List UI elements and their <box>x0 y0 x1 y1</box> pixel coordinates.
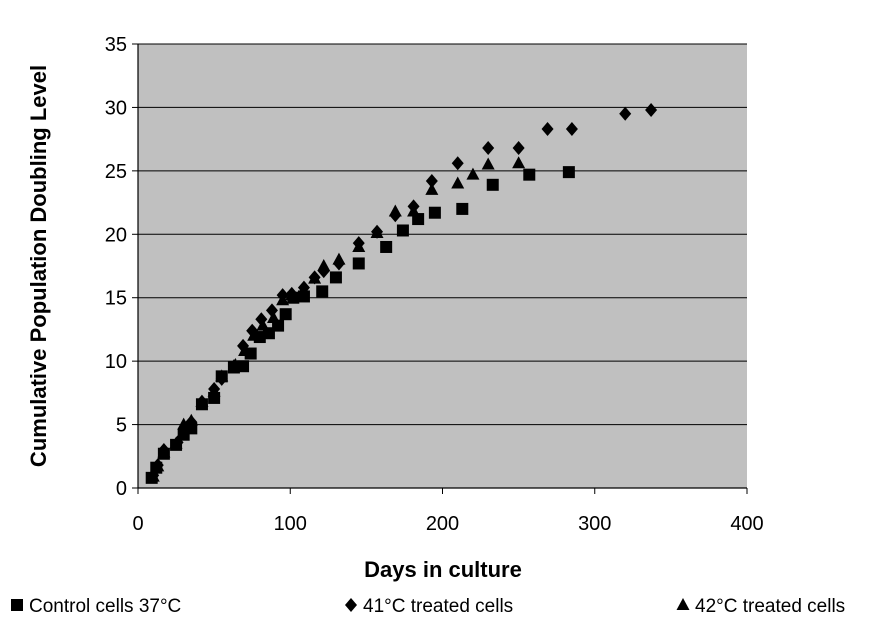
y-tick-labels: 0 5 10 15 20 25 30 35 <box>105 34 127 500</box>
data-point-triangle <box>238 343 252 356</box>
y-axis-title: Cumulative Population Doubling Level <box>26 65 51 467</box>
y-tick-label: 30 <box>105 97 127 119</box>
y-tick-label: 5 <box>116 415 127 437</box>
x-tick-labels: 0 100 200 300 400 <box>132 513 763 535</box>
data-point-diamond <box>565 121 578 136</box>
data-point-triangle <box>267 311 281 324</box>
y-tick-label: 20 <box>105 224 127 246</box>
data-point-square <box>253 331 266 344</box>
data-point-square <box>329 271 342 284</box>
x-tick-label: 200 <box>426 513 459 535</box>
data-point-square <box>352 257 365 270</box>
data-point-triangle <box>157 445 171 458</box>
axes <box>132 43 748 494</box>
data-point-triangle <box>407 204 421 217</box>
legend-marker-triangle <box>676 598 690 610</box>
data-point-square <box>456 202 469 215</box>
y-tick-label: 35 <box>105 34 127 56</box>
legend-label: 41°C treated cells <box>363 596 513 617</box>
legend: Control cells 37°C 41°C treated cells 42°C… <box>11 596 845 617</box>
x-tick-label: 100 <box>274 513 307 535</box>
legend-marker-square <box>11 599 23 611</box>
data-point-triangle <box>332 252 346 265</box>
series-triangle <box>146 156 526 482</box>
y-tick-label: 15 <box>105 288 127 310</box>
x-tick-label: 300 <box>578 513 611 535</box>
data-point-triangle <box>207 384 221 397</box>
data-points <box>145 102 658 484</box>
data-point-triangle <box>317 259 331 271</box>
data-point-diamond <box>619 106 632 121</box>
data-point-triangle <box>466 167 480 180</box>
plot-area <box>138 44 747 488</box>
data-point-square <box>396 224 409 237</box>
data-point-square <box>523 168 536 181</box>
data-point-diamond <box>645 102 658 117</box>
data-point-triangle <box>308 271 322 284</box>
data-point-triangle <box>256 318 270 331</box>
data-point-triangle <box>228 357 242 370</box>
data-point-triangle <box>451 176 465 189</box>
data-point-triangle <box>177 417 191 430</box>
data-point-square <box>316 285 329 298</box>
data-point-triangle <box>169 436 183 449</box>
data-point-triangle <box>370 226 384 239</box>
data-point-diamond <box>425 174 438 189</box>
data-point-square <box>562 166 575 179</box>
data-point-square <box>380 240 393 253</box>
data-point-triangle <box>247 328 261 341</box>
data-point-triangle <box>195 394 209 407</box>
data-point-square <box>279 308 292 321</box>
data-point-triangle <box>352 239 366 252</box>
data-point-triangle <box>276 293 290 306</box>
data-point-triangle <box>388 204 402 217</box>
y-tick-label: 25 <box>105 161 127 183</box>
data-point-diamond <box>482 141 495 156</box>
data-point-diamond <box>451 156 464 171</box>
legend-item: 42°C treated cells <box>676 596 845 617</box>
data-point-triangle <box>425 182 439 195</box>
legend-item: 41°C treated cells <box>345 596 513 617</box>
data-point-square <box>244 347 257 360</box>
data-point-triangle <box>295 285 309 298</box>
data-point-square <box>486 178 499 191</box>
x-axis-title: Days in culture <box>364 557 522 582</box>
data-point-triangle <box>215 369 229 382</box>
x-tick-label: 400 <box>730 513 763 535</box>
legend-label: 42°C treated cells <box>695 596 845 617</box>
legend-marker-diamond <box>345 598 357 612</box>
legend-label: Control cells 37°C <box>29 596 181 617</box>
data-point-diamond <box>541 121 554 136</box>
data-point-square <box>428 206 441 219</box>
legend-item: Control cells 37°C <box>11 596 181 617</box>
y-tick-label: 0 <box>116 478 127 500</box>
y-tick-label: 10 <box>105 351 127 373</box>
data-point-diamond <box>512 141 525 156</box>
data-point-triangle <box>146 469 160 482</box>
data-point-triangle <box>184 413 198 426</box>
data-point-triangle <box>512 156 526 169</box>
x-tick-label: 0 <box>132 513 143 535</box>
data-point-triangle <box>285 288 299 301</box>
data-point-triangle <box>481 157 495 170</box>
data-point-triangle <box>151 459 165 472</box>
